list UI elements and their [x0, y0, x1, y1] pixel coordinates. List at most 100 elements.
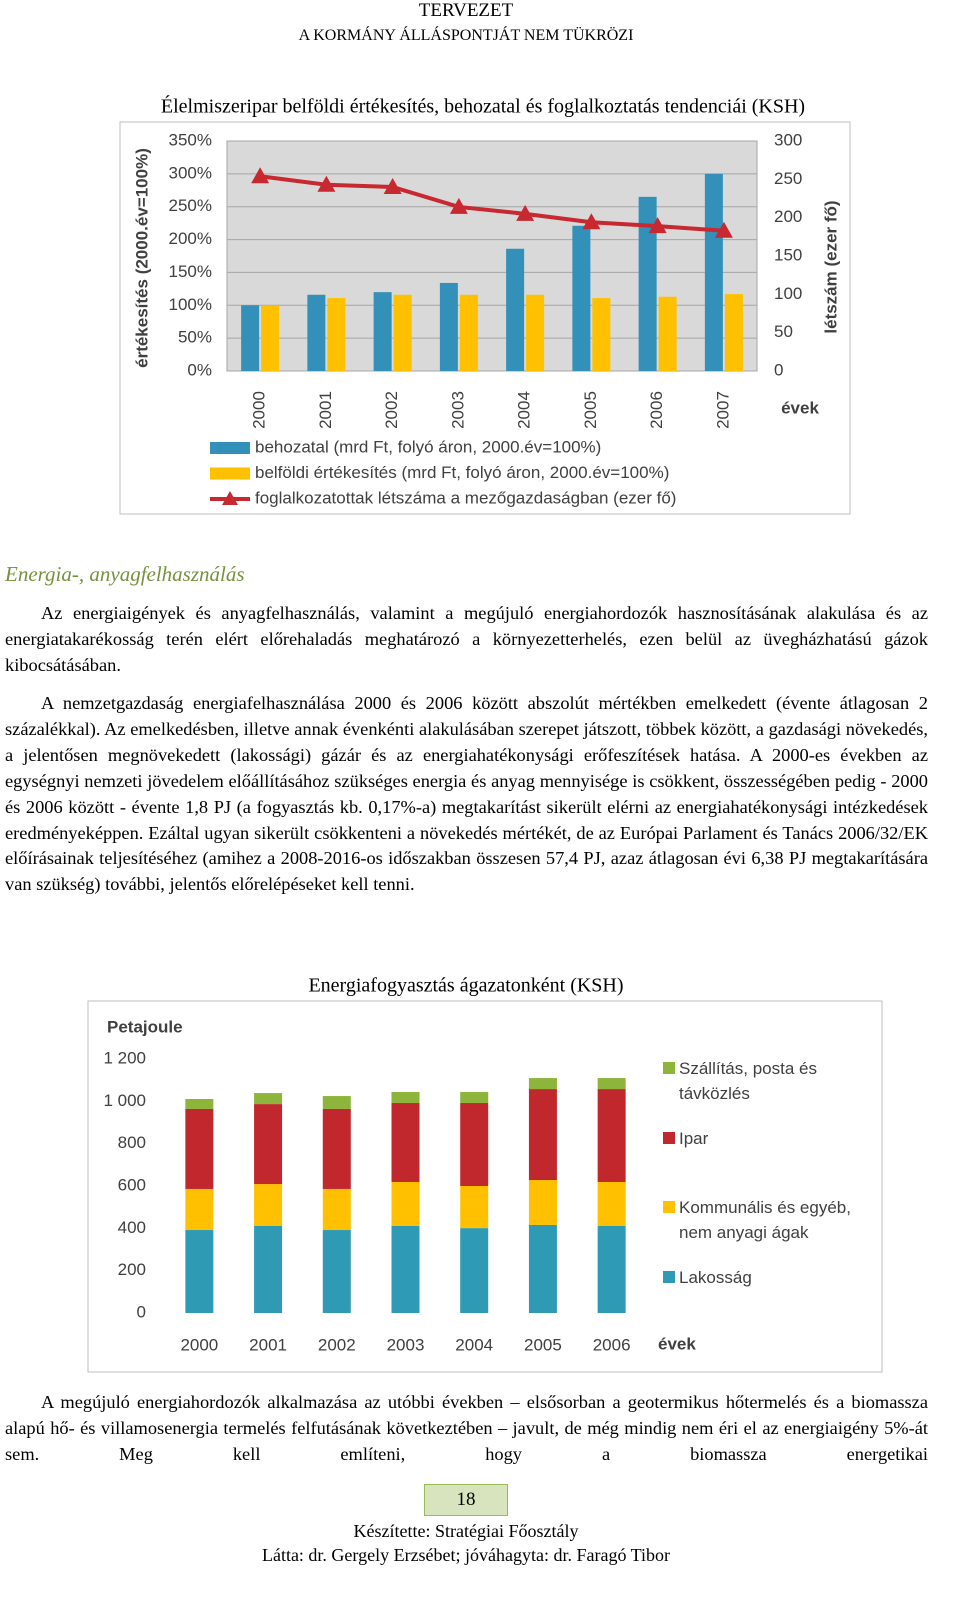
- chart-title: Élelmiszeripar belföldi értékesítés, beh…: [161, 95, 805, 118]
- x-tick-label: 2000: [180, 1335, 218, 1354]
- footer-line: Látta: dr. Gergely Erzsébet; jóváhagyta:…: [261, 1545, 671, 1565]
- y2-tick-label: 150: [774, 245, 802, 264]
- bar-segment: [185, 1188, 214, 1231]
- y2-tick-label: 300: [774, 130, 802, 149]
- chart-title: Energiafogyasztás ágazatonként (KSH): [308, 975, 623, 997]
- x-tick-label: 2007: [713, 391, 732, 429]
- paragraph: A nemzetgazdaság energiafelhasználása 20…: [5, 693, 928, 895]
- x-tick-label: 2006: [593, 1335, 631, 1354]
- bar-segment: [391, 1103, 420, 1182]
- legend-swatch: [663, 1132, 675, 1144]
- legend-item: Lakosság: [679, 1268, 752, 1287]
- bar: [439, 282, 458, 371]
- y-tick-label: 200: [118, 1260, 146, 1279]
- paragraph: A megújuló energiahordozók alkalmazása a…: [5, 1392, 928, 1464]
- header-line: TERVEZET: [418, 0, 514, 21]
- x-tick-label: 2001: [316, 391, 335, 429]
- plot-area: [226, 140, 758, 372]
- line-marker: [317, 175, 336, 192]
- legend-label: Ipar: [679, 1129, 709, 1148]
- x-tick-label: 2006: [647, 391, 666, 429]
- legend-marker: [222, 491, 238, 505]
- bar: [241, 305, 260, 371]
- bar: [704, 173, 723, 371]
- header-line: A KORMÁNY ÁLLÁSPONTJÁT NEM TÜKRÖZI: [298, 27, 634, 44]
- y2-tick-label: 250: [774, 169, 802, 188]
- bar-segment: [528, 1224, 557, 1313]
- y-tick-label: 1 000: [103, 1091, 146, 1110]
- legend-label: belföldi értékesítés (mrd Ft, folyó áron…: [255, 463, 669, 482]
- line: [259, 174, 725, 233]
- y-tick-label: 1 200: [103, 1048, 146, 1067]
- x-tick-label: 2000: [250, 391, 269, 429]
- y2-tick-label: 50: [774, 322, 793, 341]
- x-tick-label: 2003: [387, 1335, 425, 1354]
- bar: [506, 248, 525, 371]
- x-tick-label: 2005: [581, 391, 600, 429]
- x-tick-label: 2003: [448, 391, 467, 429]
- bar: [638, 196, 657, 371]
- bar: [373, 292, 392, 371]
- bar-segment: [322, 1108, 351, 1189]
- legend-label: Szállítás, posta és távközlés: [679, 1059, 817, 1103]
- y2-tick-label: 200: [774, 207, 802, 226]
- legend-label: behozatal (mrd Ft, folyó áron, 2000.év=1…: [255, 437, 601, 456]
- bar-segment: [460, 1092, 489, 1104]
- bar-segment: [597, 1089, 626, 1182]
- line-marker: [582, 213, 601, 230]
- y-tick-label: 350%: [169, 130, 212, 149]
- line-marker: [516, 204, 535, 221]
- line-marker: [714, 221, 733, 238]
- bar-segment: [254, 1093, 283, 1105]
- footer-line: Készítette: Stratégiai Főosztály: [353, 1521, 579, 1541]
- bar-segment: [597, 1181, 626, 1227]
- x-tick-label: 2004: [515, 391, 534, 429]
- y2-tick-label: 100: [774, 284, 802, 303]
- y-tick-label: 250%: [169, 196, 212, 215]
- y-axis-title: Petajoule: [107, 1017, 183, 1036]
- bar: [724, 294, 743, 371]
- bar-segment: [322, 1188, 351, 1231]
- x-tick-label: 2002: [318, 1335, 356, 1354]
- x-tick-label: 2004: [455, 1335, 493, 1354]
- bar: [393, 294, 412, 371]
- legend-swatch: [663, 1062, 675, 1074]
- bar: [327, 298, 346, 371]
- bar: [261, 305, 280, 371]
- legend-label: foglalkozatottak létszáma a mezőgazdaság…: [255, 488, 676, 507]
- legend-label: Lakosság: [679, 1268, 752, 1287]
- page-number: 18: [424, 1484, 508, 1516]
- y-tick-label: 300%: [169, 163, 212, 182]
- y-tick-label: 200%: [169, 229, 212, 248]
- legend-item: Ipar: [679, 1129, 709, 1148]
- bar-segment: [185, 1108, 214, 1189]
- legend-swatch: [663, 1201, 675, 1213]
- y-tick-label: 600: [118, 1175, 146, 1194]
- line-marker: [648, 217, 667, 234]
- bar-segment: [391, 1226, 420, 1313]
- y-tick-label: 400: [118, 1218, 146, 1237]
- y-tick-label: 0%: [187, 360, 212, 379]
- y-tick-label: 800: [118, 1133, 146, 1152]
- bar: [572, 225, 591, 371]
- y-tick-label: 50%: [178, 328, 212, 347]
- bar-segment: [322, 1230, 351, 1313]
- y-tick-label: 100%: [169, 295, 212, 314]
- bar: [592, 298, 611, 371]
- bar-segment: [460, 1103, 489, 1186]
- x-axis-title: évek: [781, 398, 819, 417]
- line-marker: [383, 178, 402, 194]
- bar: [658, 296, 677, 371]
- bar-segment: [391, 1092, 420, 1104]
- bar-segment: [185, 1099, 214, 1109]
- line-marker: [251, 167, 270, 184]
- legend-label: Kommunális és egyéb, nem anyagi ágak: [679, 1198, 851, 1242]
- bar-segment: [254, 1104, 283, 1185]
- line-marker: [449, 197, 468, 214]
- y2-axis-title: létszám (ezer fő): [821, 200, 840, 333]
- bar: [526, 294, 545, 371]
- section-heading: Energia-, anyagfelhasználás: [5, 562, 245, 586]
- bar: [307, 294, 326, 371]
